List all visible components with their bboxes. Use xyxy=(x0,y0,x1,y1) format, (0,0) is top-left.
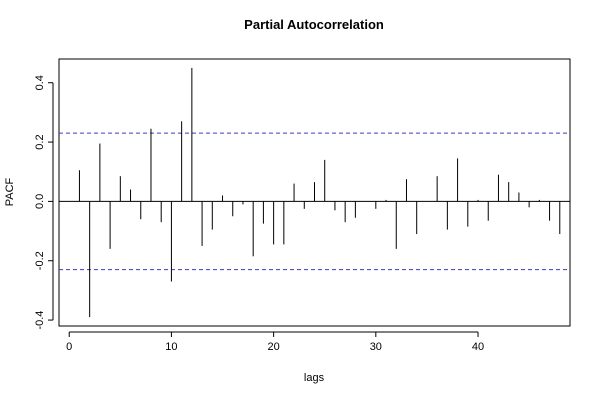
confidence-bounds xyxy=(59,132,570,271)
x-tick-label: 40 xyxy=(472,341,484,353)
y-axis-label: PACF xyxy=(4,177,16,206)
y-tick-label: 0.4 xyxy=(34,75,46,90)
x-axis-label: lags xyxy=(304,372,325,384)
plot-frame xyxy=(58,58,571,327)
x-tick-label: 30 xyxy=(370,341,382,353)
y-tick-label: -0.2 xyxy=(34,251,46,270)
x-tick-label: 10 xyxy=(165,341,177,353)
y-axis: -0.4 -0.2 0.0 0.2 0.4 xyxy=(34,75,54,330)
pacf-bars xyxy=(78,67,561,318)
y-tick-label: 0.0 xyxy=(34,194,46,209)
x-tick-label: 20 xyxy=(267,341,279,353)
chart-title: Partial Autocorrelation xyxy=(244,17,384,32)
y-tick-label: 0.2 xyxy=(34,134,46,149)
y-tick-label: -0.4 xyxy=(34,311,46,330)
x-tick-label: 0 xyxy=(66,341,72,353)
x-axis: 0 10 20 30 40 xyxy=(66,331,484,353)
